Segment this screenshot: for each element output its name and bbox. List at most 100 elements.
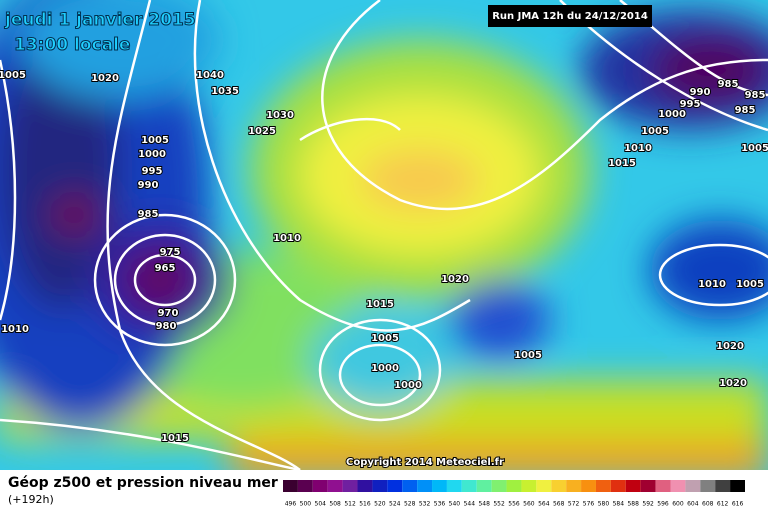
isobar-label: 1000	[138, 149, 166, 160]
isobar-label: 995	[680, 99, 701, 110]
isobar-label: 1005	[514, 350, 542, 361]
legend-label: 524	[389, 501, 401, 508]
legend-swatch	[670, 480, 686, 492]
legend-swatch	[283, 480, 298, 492]
legend-swatch	[610, 480, 626, 492]
legend-label: 584	[613, 501, 625, 508]
legend-swatch	[506, 480, 522, 492]
legend-label: 544	[464, 501, 476, 508]
isobar-labels: 1005 1020 10401035103010251005100099599098…	[0, 69, 768, 445]
legend-label: 532	[419, 501, 431, 508]
legend-label: 604	[687, 501, 699, 508]
legend-swatch	[655, 480, 671, 492]
isobar-label: 1005	[736, 279, 764, 290]
footer-subtitle: (+192h)	[8, 493, 54, 506]
isobar-label: 1020	[716, 341, 744, 352]
legend-label: 560	[523, 501, 535, 508]
legend-label: 516	[359, 501, 371, 508]
legend-label: 556	[508, 501, 520, 508]
isobar-label: 1035	[211, 86, 239, 97]
legend-label: 508	[329, 501, 341, 508]
isobar-label: 965	[155, 263, 176, 274]
legend-swatch	[446, 480, 462, 492]
isobar-label: 995	[142, 166, 163, 177]
isobars	[0, 0, 768, 422]
legend-swatch	[551, 480, 567, 492]
legend-label: 500	[300, 501, 312, 508]
isobar-label: 1020	[441, 274, 469, 285]
isobar-label: 1015	[161, 433, 189, 444]
legend-swatch	[700, 480, 716, 492]
legend-label: 536	[434, 501, 446, 508]
isobar-label: 1020	[719, 378, 747, 389]
legend-swatch	[715, 480, 731, 492]
isobar-label: 1010	[273, 233, 301, 244]
legend-swatch	[476, 480, 492, 492]
legend-swatch	[625, 480, 641, 492]
isobar-label: 1010	[1, 324, 29, 335]
legend-label: 600	[672, 501, 684, 508]
legend-swatch	[581, 480, 596, 492]
legend-label: 576	[583, 501, 595, 508]
legend-swatch	[685, 480, 701, 492]
geopotential-field	[0, 0, 768, 480]
legend-swatch	[357, 480, 373, 492]
legend-swatch	[342, 480, 358, 492]
isobar-label: 1005	[141, 135, 169, 146]
isobar-label: 1000	[371, 363, 399, 374]
legend-swatch	[372, 480, 388, 492]
legend-swatch	[387, 480, 403, 492]
isobar-label: 980	[156, 321, 177, 332]
isobar-label: 1015	[366, 299, 394, 310]
legend-swatch	[491, 480, 507, 492]
isobar-label: 1025	[248, 126, 276, 137]
legend-label: 548	[478, 501, 490, 508]
legend-label: 572	[568, 501, 580, 508]
legend-swatch	[402, 480, 418, 492]
legend-label: 612	[717, 501, 729, 508]
legend-label: 564	[538, 501, 550, 508]
legend-swatch	[595, 480, 611, 492]
isobar-label: 985	[138, 209, 159, 220]
legend-swatch	[640, 480, 656, 492]
run-box	[488, 5, 652, 27]
legend-label: 540	[449, 501, 461, 508]
legend-label: 616	[732, 501, 744, 508]
date-label: jeudi 1 janvier 2015	[4, 10, 196, 30]
isobar-label: 1010	[698, 279, 726, 290]
footer-title: Géop z500 et pression niveau mer	[8, 475, 278, 491]
isobar-label: 970	[158, 308, 179, 319]
isobar-label: 975	[160, 247, 181, 258]
isobar-label: 1005	[0, 70, 26, 81]
isobar-label: 990	[138, 180, 159, 191]
isobar-label: 1010	[624, 143, 652, 154]
legend-swatch	[461, 480, 477, 492]
legend-label: 608	[702, 501, 714, 508]
isobar-label: 985	[718, 79, 739, 90]
isobar-label: 1015	[608, 158, 636, 169]
isobar-label: 1000	[394, 380, 422, 391]
legend-swatch	[432, 480, 447, 492]
isobar-label: 1040	[196, 70, 224, 81]
run-label: Run JMA 12h du 24/12/2014	[492, 11, 648, 22]
legend-swatch	[536, 480, 552, 492]
isobar-label: 1005	[371, 333, 399, 344]
legend-swatch	[417, 480, 433, 492]
legend-swatch	[521, 480, 537, 492]
legend-label: 528	[404, 501, 416, 508]
isobar-label: 1020	[91, 73, 119, 84]
legend-label: 504	[315, 501, 327, 508]
legend-label: 496	[285, 501, 297, 508]
isobar-label: 985	[735, 105, 756, 116]
isobar-label: 990	[690, 87, 711, 98]
legend-label: 520	[374, 501, 386, 508]
legend-label: 580	[598, 501, 610, 508]
isobar-label: 1005	[741, 143, 768, 154]
legend-swatch	[730, 480, 745, 492]
legend-swatch	[327, 480, 343, 492]
color-legend: 496 500 504 508 512 516 520 524 528 532 536 540 544 5…	[283, 480, 745, 508]
isobar-label: 1005	[641, 126, 669, 137]
copyright: Copyright 2014 Meteociel.fr	[346, 457, 504, 468]
legend-label: 592	[642, 501, 654, 508]
